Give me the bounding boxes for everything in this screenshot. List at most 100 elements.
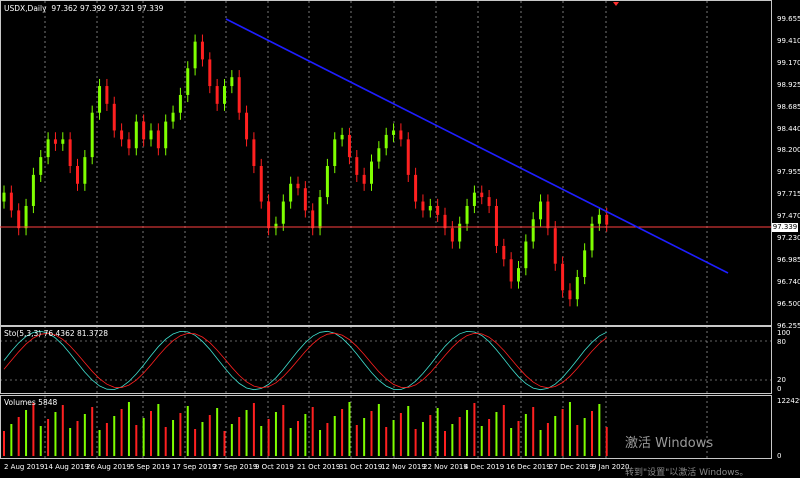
- volume-bar: [524, 414, 527, 456]
- candle-body: [502, 245, 506, 260]
- volume-bar: [105, 423, 108, 456]
- volume-bars: [3, 402, 608, 456]
- volume-bar: [127, 402, 130, 456]
- price-level-label: 97.470: [777, 212, 800, 221]
- candle-body: [17, 210, 21, 229]
- volume-bar: [598, 404, 601, 456]
- volume-bar: [341, 409, 344, 456]
- volume-bar: [414, 429, 417, 456]
- volume-bar: [605, 427, 608, 456]
- volume-bar: [480, 426, 483, 456]
- volume-bar: [319, 430, 322, 456]
- volume-bar: [39, 426, 42, 456]
- date-label: 4 Dec 2019: [464, 463, 505, 471]
- volume-bar: [135, 425, 138, 456]
- volume-bar: [399, 413, 402, 456]
- date-label: 16 Dec 2019: [506, 463, 551, 471]
- volume-bar: [150, 411, 152, 456]
- date-label: 27 Sep 2019: [213, 463, 258, 471]
- volume-bar: [333, 416, 336, 456]
- volume-bar: [69, 428, 72, 456]
- volume-bar: [326, 423, 329, 456]
- volume-bar: [355, 425, 358, 456]
- volume-bar: [230, 424, 233, 456]
- candle-body: [193, 41, 197, 69]
- candle-body: [605, 214, 609, 225]
- volume-bar: [61, 405, 64, 456]
- candle-body: [524, 241, 528, 269]
- volume-bar: [289, 428, 292, 456]
- volume-bar: [377, 404, 380, 456]
- stoch-signal-line: [3, 332, 607, 389]
- volume-bar: [517, 421, 520, 456]
- candle-body: [83, 157, 87, 184]
- volume-bar: [576, 425, 579, 456]
- candle-body: [39, 157, 43, 175]
- trendline[interactable]: [225, 18, 729, 274]
- stoch-level-20: 20: [777, 376, 786, 384]
- stochastic-lines: [3, 330, 607, 391]
- candle-body: [252, 139, 256, 167]
- volume-bar: [385, 427, 388, 456]
- volume-bar: [546, 423, 549, 456]
- candle-body: [318, 197, 322, 229]
- volume-bar: [54, 412, 57, 456]
- price-level-label: 97.955: [777, 168, 800, 177]
- candle-body: [311, 210, 315, 229]
- candle-body: [9, 192, 13, 211]
- candle-body: [223, 86, 226, 104]
- volume-bar: [17, 417, 20, 456]
- stoch-level-0: 0: [777, 385, 782, 393]
- candle-body: [590, 223, 594, 251]
- vertical-grid: [44, 1, 708, 458]
- volume-bar: [164, 427, 167, 456]
- panel-borders: [0, 0, 772, 459]
- price-level-label: 97.715: [777, 190, 800, 199]
- price-level-label: 99.170: [777, 58, 800, 67]
- date-label: 27 Dec 2019: [549, 463, 594, 471]
- candle-body: [333, 139, 337, 167]
- volume-bar: [142, 418, 145, 456]
- candle-body: [274, 223, 278, 229]
- price-level-label: 96.985: [777, 255, 800, 264]
- price-level-label: 98.440: [777, 124, 800, 133]
- candle-body: [98, 86, 102, 113]
- candle-body: [134, 121, 138, 149]
- volume-label: Volumes 5848: [4, 398, 58, 407]
- price-level-label: 96.500: [777, 299, 800, 308]
- candle-body: [517, 268, 520, 282]
- candle-body: [347, 134, 351, 158]
- candle-body: [472, 192, 476, 206]
- date-label: 21 Oct 2019: [297, 463, 341, 471]
- volume-bar: [392, 420, 395, 456]
- volume-bar: [216, 408, 219, 456]
- date-label: 31 Oct 2019: [339, 463, 383, 471]
- volume-bar: [502, 405, 505, 456]
- volume-bar: [76, 421, 79, 456]
- price-level-label: 99.655: [777, 15, 800, 23]
- candle-body: [377, 148, 381, 162]
- volume-bar: [157, 404, 160, 456]
- candle-body: [90, 112, 94, 158]
- volume-bar: [83, 414, 86, 456]
- candle-body: [46, 139, 50, 158]
- stoch-level-80: 80: [777, 338, 786, 346]
- candle-body: [142, 121, 146, 140]
- sell-marker-icon: [613, 2, 619, 6]
- volume-bar: [568, 402, 571, 456]
- candle-body: [149, 130, 153, 140]
- candle-body: [392, 130, 396, 135]
- volume-bar: [554, 416, 557, 456]
- volume-bar: [47, 419, 50, 456]
- volume-bar: [561, 409, 564, 456]
- stoch-level-100: 100: [777, 329, 791, 337]
- volume-bar: [421, 422, 424, 456]
- volume-bar: [311, 407, 314, 456]
- candle-body: [568, 290, 572, 300]
- candle-body: [494, 205, 498, 246]
- candle-body: [120, 130, 124, 140]
- candle-body: [171, 112, 175, 122]
- stoch-main-line: [3, 330, 607, 391]
- candle-body: [112, 103, 116, 131]
